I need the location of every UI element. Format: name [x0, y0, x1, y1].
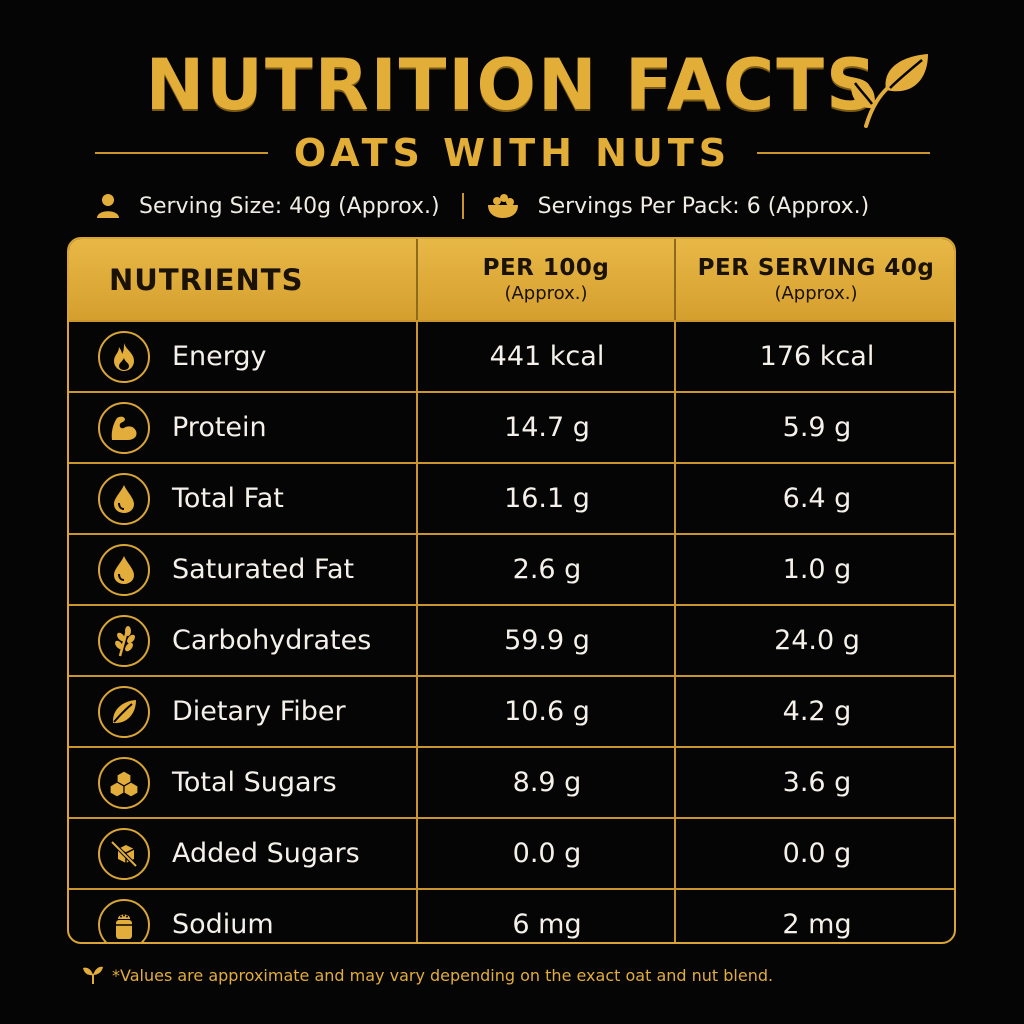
value-per-100g: 10.6 g	[416, 677, 676, 746]
oil-drop-icon	[98, 472, 150, 525]
divider-right	[757, 152, 930, 154]
sugar-cubes-icon	[98, 756, 150, 809]
value-per-serving: 176 kcal	[674, 322, 954, 391]
leaf-icon	[98, 685, 150, 738]
value-per-100g: 14.7 g	[416, 393, 676, 462]
bowl-icon	[487, 194, 518, 218]
nutrient-name: Sodium	[172, 909, 274, 940]
table-row: Total Fat 16.1 g 6.4 g	[69, 462, 954, 533]
salt-shaker-icon	[98, 898, 150, 942]
value-per-100g: 0.0 g	[416, 819, 676, 888]
subtitle-area: OATS WITH NUTS	[95, 128, 930, 178]
servings-per-pack: Servings Per Pack: 6 (Approx.)	[537, 193, 870, 219]
nutrient-name: Total Fat	[172, 483, 284, 514]
value-per-serving: 3.6 g	[674, 748, 954, 817]
value-per-serving: 24.0 g	[674, 606, 954, 675]
sprout-icon	[83, 966, 103, 984]
value-per-serving: 1.0 g	[674, 535, 954, 604]
value-per-serving: 2 mg	[674, 890, 954, 942]
value-per-100g: 2.6 g	[416, 535, 676, 604]
person-icon	[97, 194, 119, 218]
value-per-serving: 4.2 g	[674, 677, 954, 746]
column-header-per-100g: PER 100g (Approx.)	[416, 239, 674, 320]
nutrient-name: Energy	[172, 341, 267, 372]
footnote: *Values are approximate and may vary dep…	[82, 963, 773, 987]
table-row: Energy 441 kcal 176 kcal	[69, 320, 954, 391]
column-header-per-serving: PER SERVING 40g (Approx.)	[674, 239, 954, 320]
muscle-icon	[98, 401, 150, 454]
value-per-serving: 6.4 g	[674, 464, 954, 533]
serving-size: Serving Size: 40g (Approx.)	[139, 193, 440, 219]
product-name: OATS WITH NUTS	[293, 131, 732, 175]
table-row: Added Sugars 0.0 g 0.0 g	[69, 817, 954, 888]
nutrient-name: Total Sugars	[172, 767, 337, 798]
no-sugar-icon	[98, 827, 150, 880]
page-title: NUTRITION FACTS	[145, 44, 879, 126]
leaf-icon	[850, 54, 928, 128]
table-row: Sodium 6 mg 2 mg	[69, 888, 954, 942]
value-per-serving: 5.9 g	[674, 393, 954, 462]
value-per-100g: 16.1 g	[416, 464, 676, 533]
value-per-100g: 8.9 g	[416, 748, 676, 817]
wheat-icon	[98, 614, 150, 667]
nutrition-table: NUTRIENTS PER 100g (Approx.) PER SERVING…	[67, 237, 956, 944]
footnote-text: *Values are approximate and may vary dep…	[112, 965, 774, 985]
flame-icon	[98, 330, 150, 383]
separator	[461, 193, 464, 219]
table-row: Saturated Fat 2.6 g 1.0 g	[69, 533, 954, 604]
table-header: NUTRIENTS PER 100g (Approx.) PER SERVING…	[69, 239, 954, 320]
drop-icon	[98, 543, 150, 596]
value-per-100g: 441 kcal	[416, 322, 676, 391]
table-row: Protein 14.7 g 5.9 g	[69, 391, 954, 462]
value-per-100g: 6 mg	[416, 890, 676, 942]
table-row: Carbohydrates 59.9 g 24.0 g	[69, 604, 954, 675]
table-row: Dietary Fiber 10.6 g 4.2 g	[69, 675, 954, 746]
serving-info: Serving Size: 40g (Approx.) Servings Per…	[95, 186, 930, 226]
nutrient-name: Protein	[172, 412, 267, 443]
title-area: NUTRITION FACTS	[0, 40, 1024, 130]
nutrient-name: Carbohydrates	[172, 625, 372, 656]
table-row: Total Sugars 8.9 g 3.6 g	[69, 746, 954, 817]
value-per-100g: 59.9 g	[416, 606, 676, 675]
column-header-nutrients: NUTRIENTS	[109, 262, 304, 297]
nutrient-name: Dietary Fiber	[172, 696, 346, 727]
nutrient-name: Added Sugars	[172, 838, 360, 869]
nutrient-name: Saturated Fat	[172, 554, 355, 585]
value-per-serving: 0.0 g	[674, 819, 954, 888]
divider-left	[95, 152, 268, 154]
